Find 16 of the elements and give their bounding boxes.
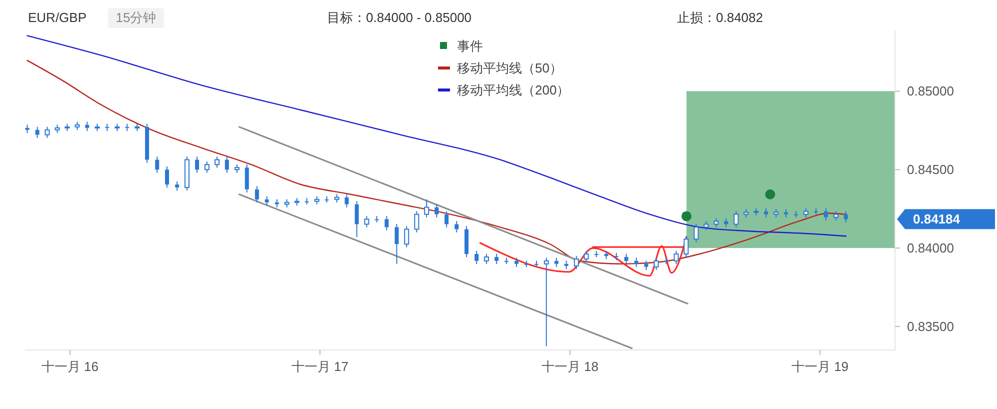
legend-label: 事件: [457, 38, 483, 54]
x-tick-label: 十一月 17: [291, 359, 349, 374]
chart-subtitle: 15分钟: [116, 10, 156, 25]
chart-title: EUR/GBP: [28, 10, 87, 25]
legend-label: 移动平均线（50）: [457, 60, 562, 76]
legend-label: 移动平均线（200）: [457, 82, 570, 98]
y-tick-label: 0.84500: [907, 162, 954, 178]
x-tick-label: 十一月 19: [791, 359, 849, 374]
x-tick-label: 十一月 18: [541, 359, 599, 374]
y-tick-label: 0.84000: [907, 240, 954, 256]
y-tick-label: 0.83500: [907, 319, 954, 334]
text: 目标：0.84000 - 0.85000: [327, 10, 472, 25]
text: 止损：0.84082: [677, 10, 763, 25]
text: 0.84184: [913, 212, 961, 227]
y-tick-label: 0.85000: [907, 84, 954, 99]
x-tick-label: 十一月 16: [41, 359, 99, 374]
